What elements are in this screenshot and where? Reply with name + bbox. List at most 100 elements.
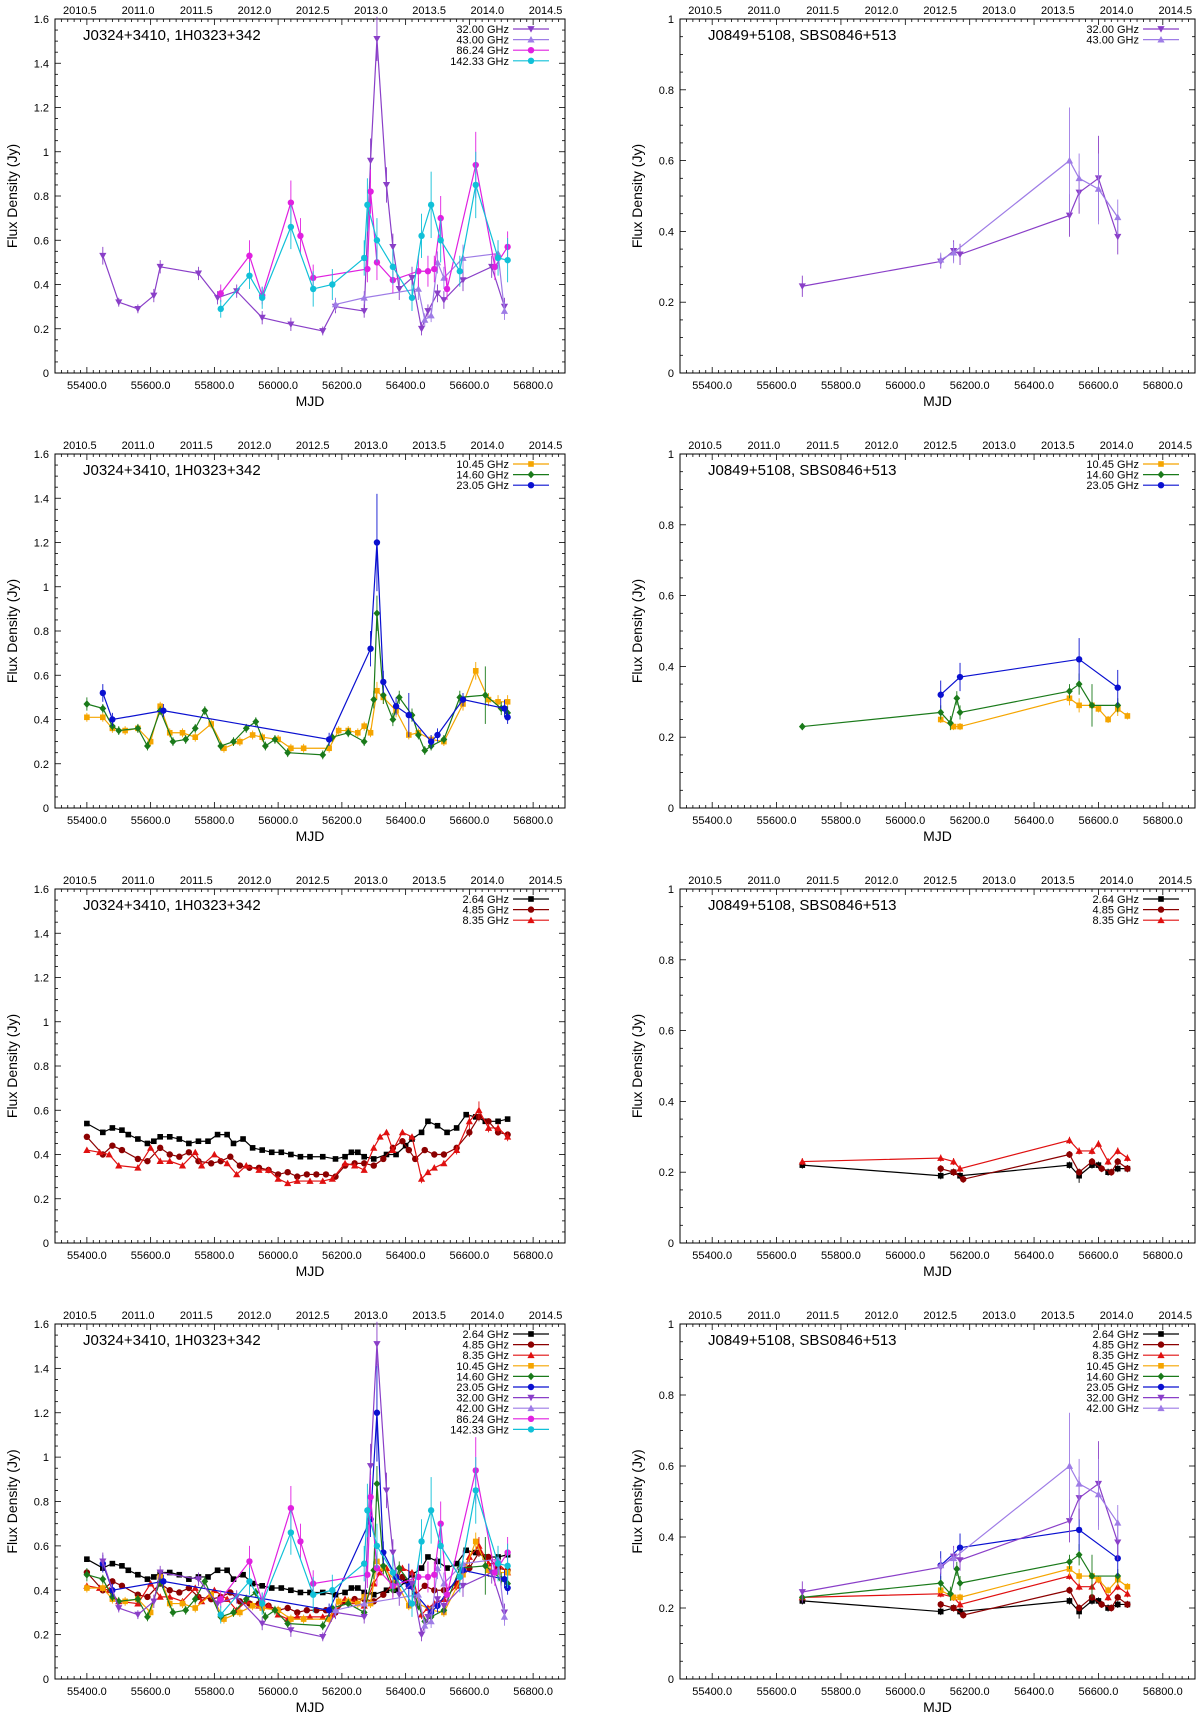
data-point <box>1105 716 1111 723</box>
y-tick-label: 0.2 <box>659 297 674 309</box>
y-tick-label: 0.2 <box>34 759 49 771</box>
legend-marker <box>1157 1394 1165 1402</box>
data-point <box>319 1613 327 1620</box>
data-point <box>1114 1519 1122 1526</box>
series-4-85-ghz: 4.85 GHz <box>937 1340 1179 1619</box>
year-tick-label: 2012.0 <box>865 5 899 17</box>
data-point <box>370 1156 377 1162</box>
data-point <box>160 1578 167 1585</box>
year-tick-label: 2011.5 <box>806 440 839 452</box>
data-point <box>1098 1165 1105 1172</box>
x-tick-label: 56200.0 <box>322 380 362 392</box>
legend-marker <box>527 1383 535 1391</box>
year-tick-label: 2013.0 <box>982 440 1016 452</box>
data-point <box>360 1613 368 1621</box>
data-point <box>230 1140 237 1147</box>
legend-marker <box>527 906 535 913</box>
y-axis-label: Flux Density (Jy) <box>629 1014 645 1118</box>
data-point <box>456 1573 464 1581</box>
y-tick-label: 0.8 <box>34 1497 49 1509</box>
data-point <box>246 272 253 279</box>
data-point <box>1114 684 1121 691</box>
x-tick-label: 56800.0 <box>1143 815 1183 827</box>
data-point <box>227 1153 234 1160</box>
legend-marker <box>1157 906 1165 913</box>
data-point <box>370 1591 377 1598</box>
chart-panel-4: 55400.0 55600.0 55800.0 56000.0 56200.0 56400… <box>629 440 1196 844</box>
legend-marker <box>527 1372 535 1381</box>
year-tick-label: 2011.0 <box>122 1310 155 1322</box>
data-point <box>1094 1490 1103 1498</box>
series-8-35-ghz: 8.35 GHz <box>83 915 549 1187</box>
y-tick-label: 1 <box>43 1017 49 1029</box>
data-point <box>205 1138 211 1145</box>
series-line <box>940 159 1119 261</box>
legend-label: 14.60 GHz <box>1086 470 1139 482</box>
data-point <box>495 1118 501 1125</box>
data-point <box>185 1149 193 1156</box>
data-point <box>1114 1601 1121 1608</box>
data-point <box>240 1571 246 1578</box>
x-tick-label: 55400.0 <box>692 1686 732 1698</box>
series-line <box>940 1589 1128 1616</box>
legend-label: 8.35 GHz <box>1093 1350 1139 1362</box>
y-tick-label: 1 <box>668 449 674 461</box>
data-point <box>156 1593 164 1600</box>
data-point <box>221 1616 227 1622</box>
data-point <box>249 1145 256 1151</box>
data-point <box>472 181 479 189</box>
data-point <box>293 1177 301 1184</box>
data-point <box>1105 1169 1111 1175</box>
data-point <box>300 745 307 752</box>
data-point <box>494 1560 502 1567</box>
data-point <box>191 1148 199 1156</box>
data-point <box>119 1127 125 1133</box>
legend-label: 4.85 GHz <box>1093 905 1139 917</box>
data-point <box>1114 1594 1121 1601</box>
year-tick-label: 2010.5 <box>688 5 722 17</box>
legend-label: 86.24 GHz <box>456 45 509 57</box>
legend-label: 2.64 GHz <box>1093 1329 1139 1341</box>
year-tick-label: 2014.5 <box>529 875 563 887</box>
plot-frame <box>54 1323 566 1680</box>
data-point <box>373 36 381 43</box>
year-tick-label: 2011.5 <box>806 1310 839 1322</box>
data-point <box>147 1144 155 1151</box>
data-point <box>1114 233 1122 241</box>
y-tick-label: 0.8 <box>659 520 674 532</box>
data-point <box>494 1124 502 1131</box>
data-point <box>1065 1462 1074 1469</box>
legend-label: 10.45 GHz <box>456 459 509 471</box>
data-point <box>297 1538 304 1545</box>
data-point <box>1105 1605 1111 1611</box>
year-tick-label: 2014.0 <box>1100 1310 1134 1322</box>
y-tick-label: 1.6 <box>34 884 49 896</box>
data-point <box>249 1602 256 1609</box>
data-point <box>395 286 403 293</box>
data-point <box>261 742 269 750</box>
y-tick-label: 0.6 <box>659 156 674 168</box>
legend-marker <box>1157 482 1165 489</box>
data-point <box>427 738 435 745</box>
y-tick-label: 1 <box>43 1452 49 1464</box>
data-point <box>329 281 336 288</box>
year-tick-label: 2013.0 <box>354 875 388 887</box>
data-point <box>84 1585 90 1591</box>
y-tick-label: 0.2 <box>34 1630 49 1642</box>
data-point <box>214 1567 221 1574</box>
plot-frame <box>54 18 566 374</box>
legend-marker <box>1158 1331 1164 1337</box>
data-point <box>405 1146 413 1154</box>
data-point <box>100 714 106 721</box>
year-tick-label: 2012.5 <box>923 1310 957 1322</box>
x-tick-label: 56000.0 <box>258 1250 298 1262</box>
data-point <box>84 1120 90 1127</box>
data-point <box>379 691 387 699</box>
data-point <box>946 1590 954 1598</box>
year-tick-label: 2014.5 <box>1159 440 1193 452</box>
data-point <box>186 1576 192 1582</box>
data-point <box>240 1136 246 1142</box>
data-point <box>284 748 292 757</box>
year-tick-label: 2013.0 <box>354 440 388 452</box>
data-point <box>950 1594 957 1601</box>
